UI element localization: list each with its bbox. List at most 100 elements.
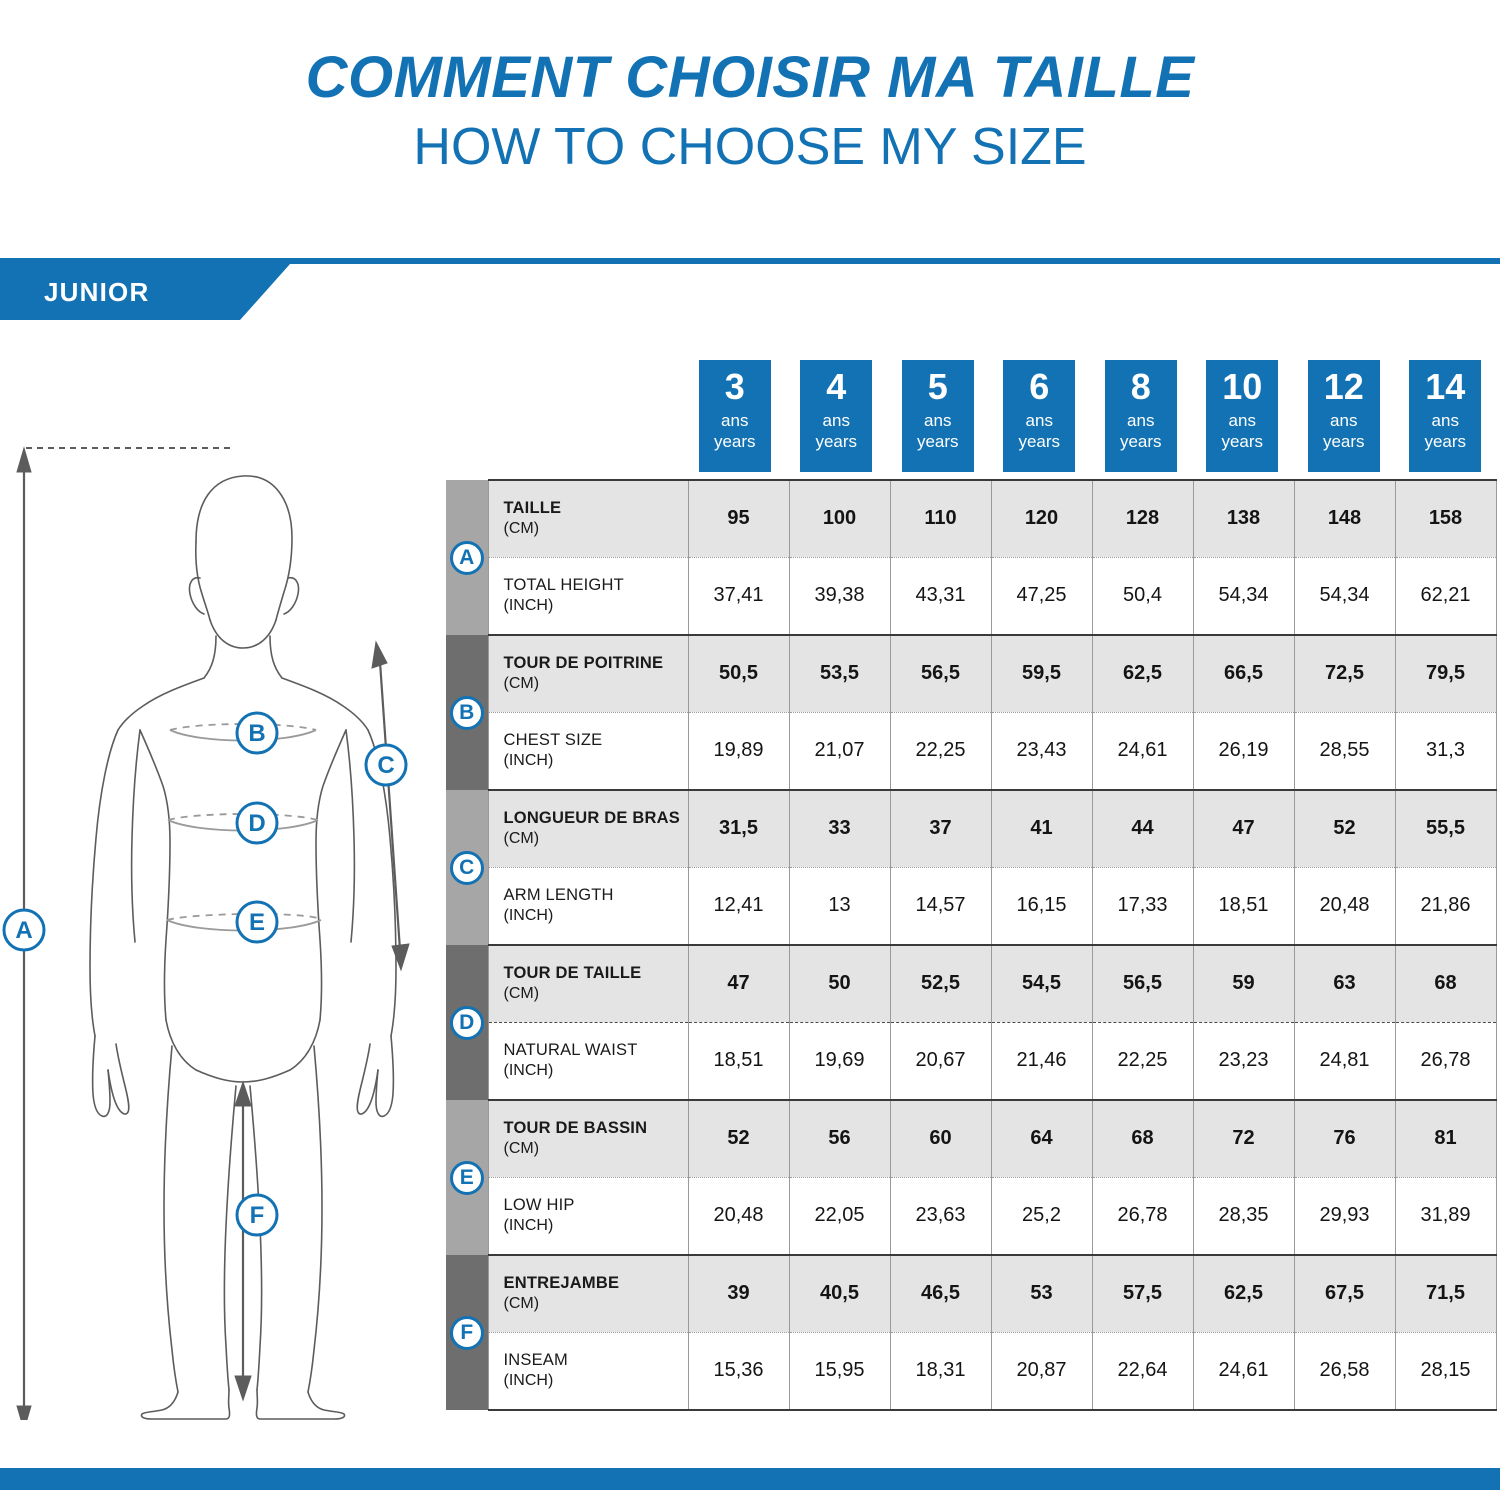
age-header-3[interactable]: 3 ans years — [698, 360, 771, 472]
value-cell: 110 — [890, 479, 992, 558]
value-cell: 26,58 — [1294, 1332, 1396, 1411]
value-cell: 18,51 — [1193, 867, 1295, 946]
value-cell: 26,78 — [1395, 1022, 1497, 1101]
value-cell: 138 — [1193, 479, 1295, 558]
measurement-label-fr-e: TOUR DE BASSIN (CM) — [487, 1100, 689, 1178]
value-cell: 23,23 — [1193, 1022, 1295, 1101]
age-header-4[interactable]: 4 ans years — [800, 360, 873, 472]
value-cell: 28,55 — [1294, 712, 1396, 791]
age-unit-fr: ans — [822, 411, 850, 430]
label-text: NATURAL WAIST — [503, 1040, 638, 1059]
value-cell: 50,4 — [1092, 557, 1194, 636]
value-cell: 40,5 — [789, 1255, 891, 1333]
value-cell: 64 — [991, 1100, 1093, 1178]
letter-badge-a: A — [449, 540, 484, 575]
value-cell: 24,61 — [1193, 1332, 1295, 1411]
svg-text:B: B — [248, 720, 265, 747]
measurement-label-fr-d: TOUR DE TAILLE (CM) — [487, 945, 689, 1023]
label-unit: (INCH) — [503, 1061, 554, 1079]
value-cell: 71,5 — [1395, 1255, 1497, 1333]
label-text: TOUR DE POITRINE — [503, 653, 664, 672]
label-unit: (CM) — [503, 984, 540, 1002]
age-header-5[interactable]: 5 ans years — [901, 360, 974, 472]
value-cell: 62,21 — [1395, 557, 1497, 636]
table-row: E TOUR DE BASSIN (CM) 52 56 60 64 68 72 76 81 — [446, 1100, 1497, 1255]
age-header-6[interactable]: 6 ans years — [1003, 360, 1076, 472]
value-cell: 53,5 — [789, 635, 891, 713]
label-unit: (INCH) — [503, 751, 554, 769]
value-cell: 81 — [1395, 1100, 1497, 1178]
value-cell: 25,2 — [991, 1177, 1093, 1256]
letter-badge-e: E — [449, 1160, 484, 1195]
value-cell: 76 — [1294, 1100, 1396, 1178]
label-text: ENTREJAMBE — [503, 1273, 620, 1292]
label-text: LONGUEUR DE BRAS — [503, 808, 680, 827]
age-header-12[interactable]: 12 ans years — [1307, 360, 1380, 472]
value-cell: 21,86 — [1395, 867, 1497, 946]
letter-badge-b: B — [449, 695, 484, 730]
value-cell: 50,5 — [688, 635, 790, 713]
svg-text:D: D — [248, 810, 265, 837]
measurement-letter-a: A — [446, 480, 488, 635]
age-number: 4 — [826, 366, 847, 407]
value-cell: 67,5 — [1294, 1255, 1396, 1333]
value-cell: 59 — [1193, 945, 1295, 1023]
table-row: C LONGUEUR DE BRAS (CM) 31,5 33 37 41 44 47 52 55,… — [446, 790, 1497, 945]
age-unit-fr: ans — [1228, 411, 1256, 430]
label-text: TOUR DE TAILLE — [503, 963, 642, 982]
value-cell: 33 — [789, 790, 891, 868]
age-unit-en: years — [713, 431, 756, 451]
age-header-10[interactable]: 10 ans years — [1206, 360, 1279, 472]
age-unit-en: years — [1322, 431, 1365, 451]
value-cell: 100 — [789, 479, 891, 558]
value-cell: 158 — [1395, 479, 1497, 558]
value-cell: 23,43 — [991, 712, 1093, 791]
age-unit-fr: ans — [924, 411, 952, 430]
measurement-letter-e: E — [446, 1100, 488, 1255]
value-cell: 15,95 — [789, 1332, 891, 1411]
age-number: 6 — [1029, 366, 1050, 407]
figure-marker-e: E — [235, 900, 279, 944]
measurement-letter-f: F — [446, 1255, 488, 1410]
letter-badge-d: D — [449, 1005, 484, 1040]
value-cell: 37 — [890, 790, 992, 868]
value-cell: 66,5 — [1193, 635, 1295, 713]
age-unit-fr: ans — [1127, 411, 1155, 430]
label-text: INSEAM — [503, 1350, 568, 1369]
age-header-14[interactable]: 14 ans years — [1409, 360, 1482, 472]
age-number: 14 — [1425, 366, 1466, 407]
value-cell: 60 — [890, 1100, 992, 1178]
table-row: NATURAL WAIST (INCH) 18,51 19,69 20,67 21,46 2… — [446, 1022, 1497, 1101]
value-cell: 16,15 — [991, 867, 1093, 946]
value-cell: 28,35 — [1193, 1177, 1295, 1256]
figure-marker-b: B — [235, 711, 279, 755]
label-unit: (CM) — [503, 1294, 540, 1312]
value-cell: 56,5 — [890, 635, 992, 713]
label-text: TAILLE — [503, 498, 562, 517]
value-cell: 19,69 — [789, 1022, 891, 1101]
measurement-label-en-f: INSEAM (INCH) — [487, 1332, 689, 1411]
label-unit: (CM) — [503, 1139, 540, 1157]
figure-marker-c: C — [364, 743, 408, 787]
value-cell: 72 — [1193, 1100, 1295, 1178]
measurement-label-en-d: NATURAL WAIST (INCH) — [487, 1022, 689, 1101]
label-text: TOTAL HEIGHT — [503, 575, 624, 594]
measurement-label-fr-a: TAILLE (CM) — [487, 479, 689, 558]
bottom-divider — [0, 1468, 1500, 1490]
value-cell: 24,61 — [1092, 712, 1194, 791]
section-banner: JUNIOR — [0, 264, 1500, 320]
age-unit-en: years — [1119, 431, 1162, 451]
age-unit-en: years — [815, 431, 858, 451]
value-cell: 62,5 — [1193, 1255, 1295, 1333]
letter-badge-c: C — [449, 850, 484, 885]
page-title-english: HOW TO CHOOSE MY SIZE — [413, 117, 1087, 176]
letter-badge-f: F — [449, 1315, 484, 1350]
section-banner-shape — [0, 264, 290, 320]
svg-text:A: A — [15, 917, 32, 944]
value-cell: 47 — [1193, 790, 1295, 868]
value-cell: 148 — [1294, 479, 1396, 558]
table-row: A TAILLE (CM) 95 100 110 120 128 138 148 158 — [446, 479, 1497, 635]
value-cell: 14,57 — [890, 867, 992, 946]
age-header-8[interactable]: 8 ans years — [1104, 360, 1177, 472]
svg-text:C: C — [377, 752, 394, 779]
